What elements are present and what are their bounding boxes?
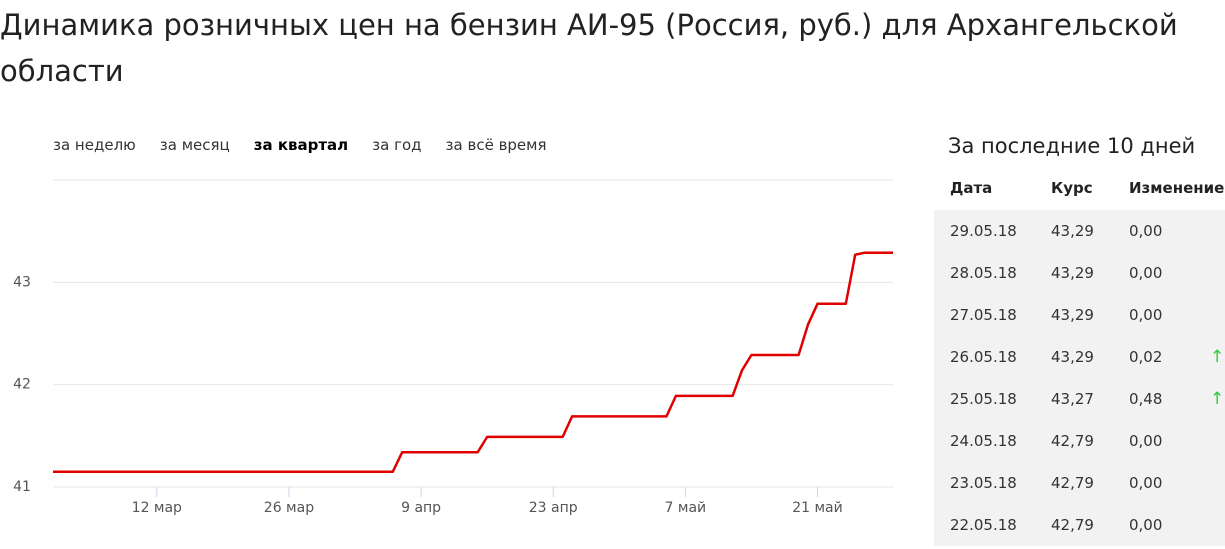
- table-cell: 26.05.18: [950, 348, 1017, 366]
- x-tick-label: 9 апр: [401, 500, 441, 516]
- period-tab[interactable]: за неделю: [53, 136, 136, 154]
- table-row: 22.05.18 42,79 0,00: [934, 504, 1225, 546]
- change-arrow: ↑: [1210, 347, 1225, 367]
- period-tab[interactable]: за всё время: [445, 136, 547, 154]
- x-tick-label: 23 апр: [529, 500, 578, 516]
- column-header: Курс: [1051, 179, 1093, 197]
- x-tick-label: 7 май: [665, 500, 707, 516]
- change-arrow: ↑: [1210, 389, 1225, 409]
- price-line: [53, 251, 893, 473]
- period-tab[interactable]: за месяц: [159, 136, 230, 154]
- x-tick-label: 12 мар: [132, 500, 182, 516]
- table-cell: 22.05.18: [950, 516, 1017, 534]
- table-cell: 0,00: [1129, 222, 1163, 240]
- period-tab[interactable]: за год: [372, 136, 422, 154]
- table-cell: 0,00: [1129, 306, 1163, 324]
- table-cell: 43,29: [1051, 264, 1094, 282]
- table-cell: 42,79: [1051, 474, 1094, 492]
- table-cell: 0,48: [1129, 390, 1163, 408]
- table-row: 27.05.18 43,29 0,00: [934, 294, 1225, 336]
- table-row: 29.05.18 43,29 0,00: [934, 210, 1225, 252]
- recent-panel: За последние 10 дней Дата Курс Изменение 29…: [934, 128, 1225, 546]
- table-cell: 24.05.18: [950, 432, 1017, 450]
- column-header: Изменение: [1129, 179, 1225, 197]
- panel-title: За последние 10 дней: [948, 134, 1196, 158]
- chart: 41 42 43 12 мар 26 мар 9 апр 23 апр 7 май 21 май: [13, 179, 893, 516]
- y-tick-label: 42: [13, 377, 31, 393]
- table-cell: 25.05.18: [950, 390, 1017, 408]
- table-cell: 27.05.18: [950, 306, 1017, 324]
- x-tick-label: 26 мар: [264, 500, 314, 516]
- table-row: 28.05.18 43,29 0,00: [934, 252, 1225, 294]
- table-cell: 0,00: [1129, 474, 1163, 492]
- price-table: Дата Курс Изменение 29.05.18 43,29 0,00 28.05.…: [934, 166, 1225, 546]
- table-cell: 42,79: [1051, 516, 1094, 534]
- period-tabs: за неделю за месяц за квартал за год за всё …: [53, 136, 547, 154]
- table-cell: 29.05.18: [950, 222, 1017, 240]
- table-header: Дата Курс Изменение: [934, 166, 1225, 210]
- y-tick-label: 41: [13, 479, 31, 495]
- table-cell: 43,29: [1051, 306, 1094, 324]
- table-cell: 28.05.18: [950, 264, 1017, 282]
- table-row: 26.05.18 43,29 0,02 ↑: [934, 336, 1225, 378]
- table-cell: 23.05.18: [950, 474, 1017, 492]
- table-cell: 42,79: [1051, 432, 1094, 450]
- table-cell: 43,29: [1051, 222, 1094, 240]
- y-tick-label: 43: [13, 274, 31, 290]
- page-title: Динамика розничных цен на бензин АИ-95 (…: [0, 8, 1178, 88]
- table-cell: 43,29: [1051, 348, 1094, 366]
- table-cell: 0,00: [1129, 432, 1163, 450]
- period-tab[interactable]: за квартал: [253, 136, 349, 154]
- table-cell: 0,02: [1129, 348, 1163, 366]
- table-row: 24.05.18 42,79 0,00: [934, 420, 1225, 462]
- x-tick-label: 21 май: [792, 500, 843, 516]
- table-cell: 0,00: [1129, 264, 1163, 282]
- table-cell: 0,00: [1129, 516, 1163, 534]
- column-header: Дата: [950, 179, 993, 197]
- table-cell: 43,27: [1051, 390, 1094, 408]
- table-row: 25.05.18 43,27 0,48 ↑: [934, 378, 1225, 420]
- table-row: 23.05.18 42,79 0,00: [934, 462, 1225, 504]
